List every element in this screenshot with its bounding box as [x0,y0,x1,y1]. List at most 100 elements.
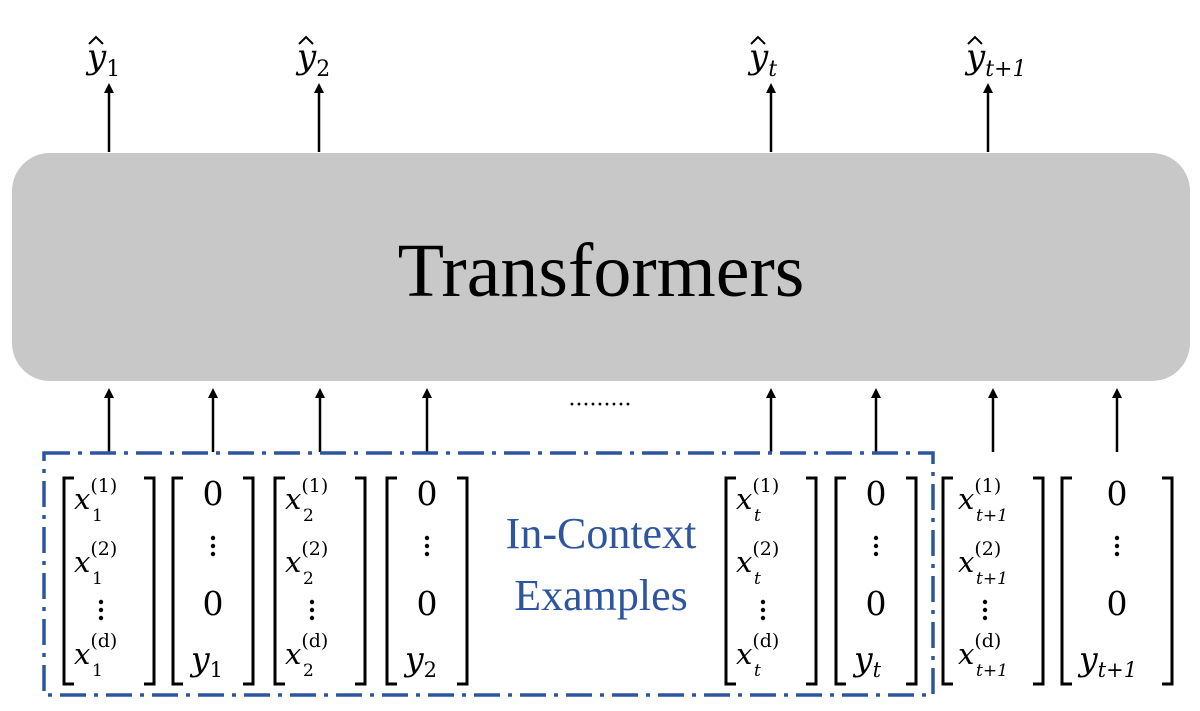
feature-superscript: (1) [752,475,779,497]
right-bracket [906,476,918,686]
feature-superscript: (d) [974,630,1001,652]
label-y-subscript: t+1 [1098,658,1137,682]
vertical-dot [309,599,315,605]
label-y-var: y [1077,639,1098,678]
feature-entry: x(d) t [736,630,779,681]
label-y: yt+1 [1077,639,1137,682]
feature-entry: x(2) 2 [285,538,328,589]
vertical-dot [982,615,988,621]
feature-var: x [736,545,752,579]
feature-var: x [74,482,90,516]
vertical-dot [873,543,879,549]
label-zero-top: 0 [203,474,224,513]
feature-entry: x(d) 1 [74,630,117,681]
feature-subscript: t [754,661,761,681]
right-bracket [1033,476,1045,686]
output-base: y [295,37,317,77]
feature-var: x [285,482,301,516]
feature-superscript: (2) [90,538,117,560]
output-subscript: t+1 [985,57,1026,82]
vertical-dot [424,543,430,549]
vertical-dot [760,607,766,613]
vertical-dot [760,599,766,605]
vertical-dot [424,535,430,541]
feature-entry: x(1) t [736,475,779,526]
left-bracket [273,476,285,686]
in-context-examples-box [42,451,935,697]
feature-entry: x(d) 2 [285,630,328,681]
feature-subscript: 2 [303,506,314,526]
feature-subscript: 1 [92,506,103,526]
feature-superscript: (d) [301,630,328,652]
output-base: y [964,37,986,77]
output-label-y-hat: y2 [295,37,330,82]
feature-entry: x(2) t [736,538,779,589]
label-vector: 0 0 y2 [385,474,469,686]
feature-entry: x(2) t+1 [958,538,1008,589]
feature-var: x [736,482,752,516]
vertical-dot [424,551,430,557]
hat-icon [298,35,314,45]
feature-var: x [958,637,974,671]
feature-subscript: 1 [92,661,103,681]
input-arrows [104,388,1122,452]
left-bracket [385,476,397,686]
feature-var: x [285,637,301,671]
left-bracket [724,476,736,686]
feature-subscript: t+1 [976,661,1008,681]
right-bracket [457,476,469,686]
output-base: y [747,37,769,77]
feature-superscript: (d) [752,630,779,652]
label-vector: 0 0 yt [834,474,918,686]
right-bracket [1162,476,1174,686]
label-vector: 0 0 y1 [171,474,255,686]
left-bracket [62,476,74,686]
hat-icon [88,35,104,45]
right-bracket [355,476,367,686]
vertical-dot [873,535,879,541]
vertical-dot [309,615,315,621]
feature-var: x [285,545,301,579]
feature-var: x [958,545,974,579]
label-zero-top: 0 [417,474,438,513]
vertical-dot [873,551,879,557]
feature-subscript: t+1 [976,569,1008,589]
feature-subscript: 2 [303,569,314,589]
vertical-dot [210,551,216,557]
left-bracket [171,476,183,686]
feature-entry: x(d) t+1 [958,630,1008,681]
vertical-dot [210,543,216,549]
feature-entry: x(2) 1 [74,538,117,589]
label-y: y2 [403,639,437,682]
right-bracket [806,476,818,686]
feature-vector: x(1) 2x(2) 2x(d) 2 [273,475,367,686]
vertical-dot [982,607,988,613]
vertical-dot [98,599,104,605]
feature-entry: x(1) t+1 [958,475,1008,526]
output-subscript: t [768,57,777,82]
label-zero-mid: 0 [203,584,224,623]
output-subscript: 2 [316,57,330,82]
feature-superscript: (2) [752,538,779,560]
feature-subscript: 1 [92,569,103,589]
feature-superscript: (1) [301,475,328,497]
vertical-dot [1114,543,1120,549]
transformer-block [12,153,1190,381]
vertical-dot [98,607,104,613]
vertical-dot [760,615,766,621]
right-bracket [243,476,255,686]
label-y-subscript: 2 [424,658,437,682]
output-arrows [104,83,993,152]
label-y-var: y [403,639,424,678]
feature-var: x [74,637,90,671]
feature-var: x [958,482,974,516]
vertical-dot [982,599,988,605]
label-zero-mid: 0 [417,584,438,623]
label-zero-mid: 0 [1107,584,1128,623]
label-y: yt [852,639,882,682]
output-label-y-hat: yt+1 [964,37,1027,82]
